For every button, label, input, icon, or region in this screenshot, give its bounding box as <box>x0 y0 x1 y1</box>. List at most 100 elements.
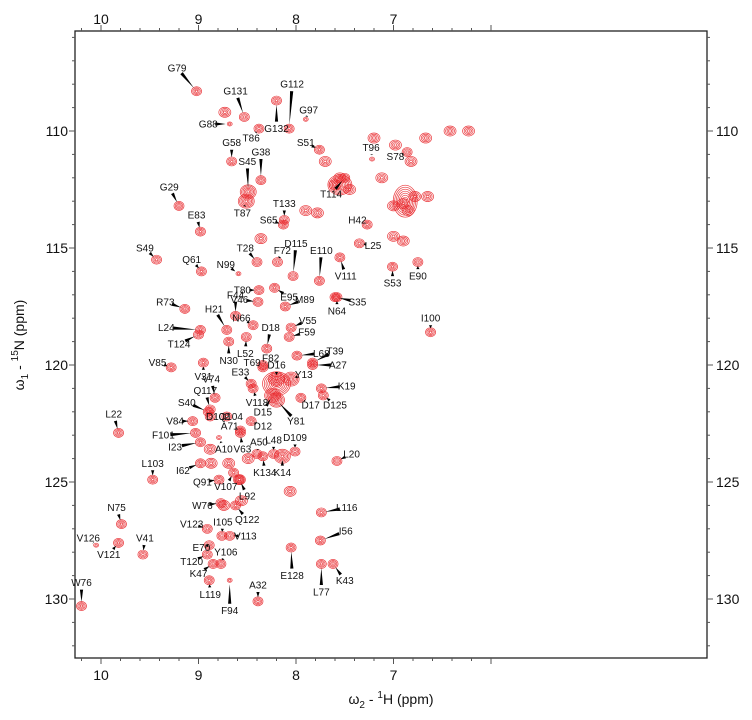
peak-label: N64 <box>328 307 347 318</box>
x-tick-label-top: 10 <box>93 11 109 27</box>
peak-contour <box>190 428 201 438</box>
peak-label: V46 <box>231 295 249 306</box>
peak-label: F82 <box>262 353 280 364</box>
peak-label: S35 <box>349 297 367 308</box>
peak-contour <box>291 350 303 361</box>
peak-label: K47 <box>190 569 208 580</box>
peak-label: V63 <box>233 445 251 456</box>
peak-contour <box>412 257 424 267</box>
peak-label: L20 <box>343 449 360 460</box>
peak-contour <box>240 332 252 342</box>
peak-label: L68 <box>313 349 330 360</box>
peak-contour <box>271 95 282 106</box>
peak-label: G131 <box>223 87 248 98</box>
peak-label: S49 <box>136 244 154 255</box>
peak-label: I56 <box>339 527 353 538</box>
peak-contour <box>317 390 329 401</box>
peak-contour <box>241 453 255 464</box>
y-axis-title: ω1 - 15N (ppm) <box>10 300 31 391</box>
peak-contour <box>421 191 434 202</box>
peak-label: K134 <box>253 468 277 479</box>
peak-label: V41 <box>136 534 154 545</box>
peak-contour <box>295 392 307 403</box>
peak-label: L52 <box>237 349 254 360</box>
peak-contour <box>237 193 255 209</box>
y-tick-label-left: 125 <box>45 474 69 490</box>
peak-label: L119 <box>199 590 221 601</box>
peak-contour <box>327 559 339 569</box>
y-tick-label-left: 120 <box>45 357 69 373</box>
peak-label: K14 <box>273 468 291 479</box>
peak-contour <box>213 474 225 485</box>
peak-contour <box>462 125 475 137</box>
peak-contour <box>261 343 273 354</box>
peak-label: A32 <box>249 580 267 591</box>
peak-label: Q104 <box>218 412 243 423</box>
peak-label: E95 <box>280 293 298 304</box>
x-tick-label-bottom: 7 <box>390 667 398 683</box>
peak-contour <box>218 106 232 118</box>
peak-contour <box>268 392 285 408</box>
peak-contour <box>215 559 227 569</box>
peak-label: N99 <box>217 260 236 271</box>
peak-contour <box>285 542 297 553</box>
peak-label: V126 <box>77 534 101 545</box>
x-tick-label-top: 7 <box>390 11 398 27</box>
peak-label: T124 <box>168 339 191 350</box>
peak-label: S53 <box>384 279 402 290</box>
peak-label: E128 <box>280 571 304 582</box>
peak-contour <box>285 322 297 333</box>
peak-contour <box>203 540 215 551</box>
peak-contour <box>387 261 398 272</box>
peak-label: F59 <box>298 328 316 339</box>
peak-contour <box>226 121 233 127</box>
peak-contour <box>203 443 217 455</box>
peak-contour <box>443 125 457 137</box>
y-tick-label-right: 120 <box>716 357 740 373</box>
peak-contour <box>215 498 227 508</box>
peak-contour <box>207 559 219 569</box>
peak-label: A10 <box>215 445 233 456</box>
peak-label: S40 <box>178 398 196 409</box>
peak-contour <box>201 523 213 534</box>
peak-label: S78 <box>387 152 405 163</box>
peak-contour <box>404 156 418 167</box>
peak-contour <box>314 144 325 155</box>
peak-label: I23 <box>168 442 182 453</box>
peak-contour <box>195 325 206 335</box>
peak-contour <box>113 428 124 438</box>
peak-label: V74 <box>202 375 220 386</box>
peak-label: L103 <box>142 459 165 470</box>
peak-contour <box>252 296 264 307</box>
peak-label: D16 <box>267 361 286 372</box>
peak-label: A27 <box>329 361 347 372</box>
peak-label: T96 <box>362 143 380 154</box>
peak-label: L24 <box>158 323 175 334</box>
peak-label: D15 <box>254 407 273 418</box>
peak-contour <box>369 156 375 162</box>
peak-contour <box>203 575 215 586</box>
peak-label: W76 <box>71 578 92 589</box>
peak-contour <box>299 205 313 216</box>
peak-contour <box>387 230 400 242</box>
y-tick-label-right: 115 <box>716 240 739 256</box>
peak-contour <box>252 596 264 607</box>
peak-label: A50 <box>250 438 268 449</box>
peak-contour <box>221 411 233 422</box>
peak-label: D18 <box>261 323 280 334</box>
peak-contour <box>137 549 149 560</box>
peak-contour <box>302 116 309 122</box>
peak-label: H21 <box>205 304 224 315</box>
peak-label: Y13 <box>295 370 313 381</box>
y-tick-label-left: 110 <box>46 123 69 139</box>
peak-label: D12 <box>254 421 273 432</box>
peak-contour <box>425 327 436 338</box>
x-tick-label-top: 9 <box>195 11 203 27</box>
peak-contour <box>283 332 295 342</box>
peak-label: N75 <box>107 503 126 514</box>
peak-label: V31 <box>194 372 212 383</box>
peak-label: W76 <box>192 501 213 512</box>
peak-contour <box>238 112 250 122</box>
peak-contour <box>76 601 87 611</box>
